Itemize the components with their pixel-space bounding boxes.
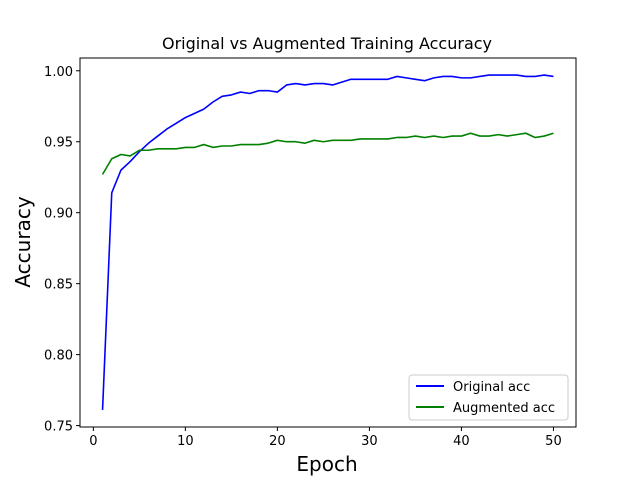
legend-box (408, 374, 569, 421)
y-tick-label: 0.95 (44, 136, 73, 151)
x-tick-label: 10 (177, 434, 194, 449)
x-tick-label: 20 (269, 434, 286, 449)
y-tick-label: 0.90 (44, 207, 73, 222)
series-line-0 (101, 74, 554, 411)
y-axis-ticks: 0.75 0.80 0.85 0.90 0.95 1.00 (44, 65, 80, 435)
chart-title: Original vs Augmented Training Accuracy (162, 34, 492, 53)
x-tick-label: 40 (453, 434, 470, 449)
legend-label-original: Original acc (453, 380, 530, 395)
x-tick-label: 30 (361, 434, 378, 449)
series-line-1 (101, 132, 554, 175)
y-tick-label: 0.75 (44, 420, 73, 435)
y-tick-label: 0.85 (44, 278, 73, 293)
plot-frame (79, 57, 577, 428)
y-tick-label: 1.00 (44, 65, 73, 80)
x-tick-label: 0 (89, 434, 97, 449)
legend: Original acc Augmented acc (408, 374, 569, 421)
y-tick-label: 0.80 (44, 349, 73, 364)
x-tick-label: 50 (545, 434, 562, 449)
x-axis-title: Epoch (296, 452, 357, 476)
plot-lines (101, 74, 554, 411)
legend-label-augmented: Augmented acc (453, 401, 555, 416)
x-axis-ticks: 0 10 20 30 40 50 (89, 427, 562, 449)
y-axis-title: Accuracy (11, 196, 35, 287)
